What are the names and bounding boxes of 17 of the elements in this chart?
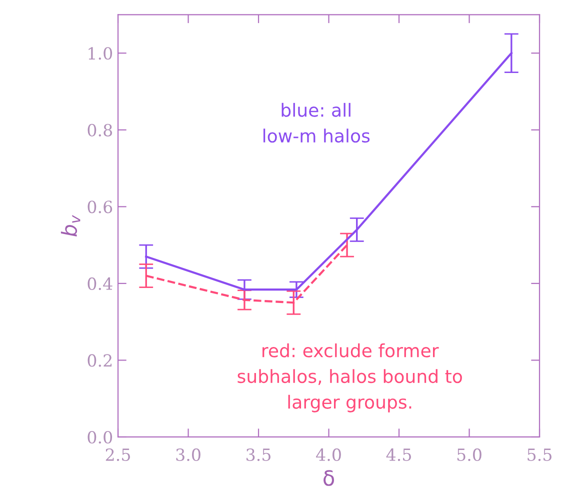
x-axis-title: δ bbox=[324, 470, 334, 486]
y-tick-label: 0.2 bbox=[88, 354, 112, 367]
y-tick-label: 0.6 bbox=[88, 200, 112, 214]
y-tick-label: 0.4 bbox=[88, 277, 112, 290]
annotation: red: exclude former subhalos, halos bound to larger groups. bbox=[238, 343, 462, 412]
y-tick-label: 1.0 bbox=[88, 47, 112, 60]
y-tick-label: 0.0 bbox=[88, 430, 112, 444]
x-tick-label: 4.5 bbox=[386, 448, 411, 461]
y-axis-title: b$_{v}$ bbox=[60, 214, 80, 236]
x-tick-label: 3.0 bbox=[176, 448, 200, 461]
x-tick-label: 2.5 bbox=[106, 448, 130, 461]
x-tick-label: 5.5 bbox=[528, 448, 552, 461]
annotation: blue: all low-m halos bbox=[264, 102, 370, 143]
x-tick-label: 4.0 bbox=[316, 448, 341, 461]
x-tick-label: 3.5 bbox=[246, 448, 270, 461]
x-tick-label: 5.0 bbox=[457, 448, 482, 461]
y-tick-label: 0.8 bbox=[88, 124, 112, 136]
